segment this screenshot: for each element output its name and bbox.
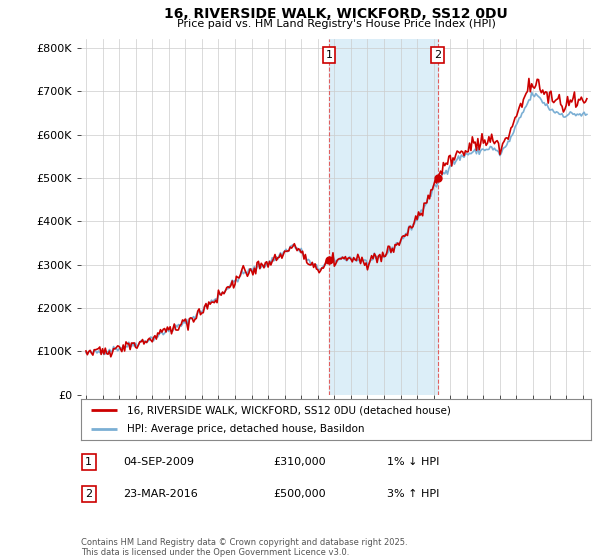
Text: 2: 2 <box>85 489 92 499</box>
Text: £310,000: £310,000 <box>273 457 326 467</box>
Text: 1: 1 <box>85 457 92 467</box>
Text: 2: 2 <box>434 50 441 60</box>
Text: HPI: Average price, detached house, Basildon: HPI: Average price, detached house, Basi… <box>127 424 364 433</box>
Text: 04-SEP-2009: 04-SEP-2009 <box>123 457 194 467</box>
Text: 16, RIVERSIDE WALK, WICKFORD, SS12 0DU (detached house): 16, RIVERSIDE WALK, WICKFORD, SS12 0DU (… <box>127 405 451 415</box>
Text: 3% ↑ HPI: 3% ↑ HPI <box>387 489 439 499</box>
Text: Price paid vs. HM Land Registry's House Price Index (HPI): Price paid vs. HM Land Registry's House … <box>176 19 496 29</box>
Text: 1: 1 <box>325 50 332 60</box>
Text: £500,000: £500,000 <box>273 489 326 499</box>
Text: Contains HM Land Registry data © Crown copyright and database right 2025.
This d: Contains HM Land Registry data © Crown c… <box>81 538 407 557</box>
Text: 1% ↓ HPI: 1% ↓ HPI <box>387 457 439 467</box>
Text: 16, RIVERSIDE WALK, WICKFORD, SS12 0DU: 16, RIVERSIDE WALK, WICKFORD, SS12 0DU <box>164 7 508 21</box>
Bar <box>329 39 437 395</box>
Text: 23-MAR-2016: 23-MAR-2016 <box>123 489 198 499</box>
